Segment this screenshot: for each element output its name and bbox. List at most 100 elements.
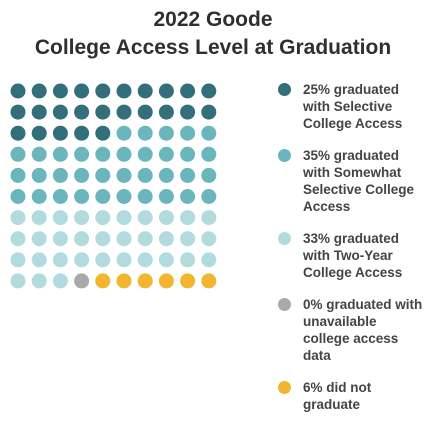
waffle-dot-somewhat-selective <box>52 146 68 162</box>
waffle-dot-did-not-graduate <box>116 273 132 289</box>
legend-swatch-selective <box>278 83 291 96</box>
waffle-dot-selective <box>74 83 90 99</box>
waffle-dot-somewhat-selective <box>180 189 196 204</box>
waffle-dot-two-year <box>137 210 153 226</box>
waffle-dot-somewhat-selective <box>158 146 174 162</box>
waffle-dot-somewhat-selective <box>95 189 111 204</box>
waffle-dot-selective <box>31 83 47 99</box>
waffle-dot-somewhat-selective <box>180 167 196 183</box>
waffle-dot-somewhat-selective <box>201 125 217 141</box>
waffle-dot-two-year <box>10 231 26 247</box>
waffle-dot-somewhat-selective <box>180 125 196 141</box>
waffle-dot-selective <box>74 104 90 120</box>
waffle-dot-somewhat-selective <box>52 167 68 183</box>
waffle-dot-somewhat-selective <box>180 146 196 162</box>
waffle-dot-selective <box>74 125 90 141</box>
waffle-dot-somewhat-selective <box>201 167 217 183</box>
waffle-dot-selective <box>201 83 217 99</box>
waffle-dot-somewhat-selective <box>74 146 90 162</box>
waffle-dot-two-year <box>10 273 26 289</box>
waffle-dot-selective <box>158 104 174 120</box>
waffle-dot-selective <box>180 104 196 120</box>
legend-item-selective: 25% graduated with Selective College Acc… <box>278 81 426 132</box>
waffle-dot-two-year <box>10 252 26 268</box>
waffle-dot-selective <box>52 125 68 141</box>
chart-title-line-1: 2022 Goode <box>153 8 273 31</box>
waffle-dot-two-year <box>74 231 90 247</box>
waffle-dot-selective <box>10 104 26 120</box>
waffle-dot-two-year <box>158 252 174 268</box>
waffle-dot-two-year <box>180 210 196 226</box>
waffle-dot-selective <box>10 83 26 99</box>
waffle-dot-selective <box>52 83 68 99</box>
waffle-dot-selective <box>31 104 47 120</box>
waffle-dot-did-not-graduate <box>158 273 174 289</box>
waffle-dot-two-year <box>31 210 47 226</box>
waffle-dot-two-year <box>137 231 153 247</box>
waffle-dot-two-year <box>95 231 111 247</box>
waffle-dot-did-not-graduate <box>137 273 153 289</box>
waffle-dot-two-year <box>158 210 174 226</box>
waffle-dot-somewhat-selective <box>158 167 174 183</box>
chart-title: 2022 Goode College Access Level at Gradu… <box>0 6 426 62</box>
waffle-dot-two-year <box>95 252 111 268</box>
waffle-dot-two-year <box>52 252 68 268</box>
waffle-dot-two-year <box>201 210 217 226</box>
waffle-dot-somewhat-selective <box>158 125 174 141</box>
legend-label-two-year: 33% graduated with Two-Year College Acce… <box>303 231 403 280</box>
waffle-dot-somewhat-selective <box>201 189 217 204</box>
waffle-dot-selective <box>95 125 111 141</box>
waffle-dot-two-year <box>31 252 47 268</box>
waffle-dot-two-year <box>31 273 47 289</box>
waffle-dot-two-year <box>180 252 196 268</box>
legend-item-did-not-graduate: 6% did not graduate <box>278 379 426 413</box>
chart-title-line-2: College Access Level at Graduation <box>34 36 392 59</box>
waffle-dot-somewhat-selective <box>31 167 47 183</box>
legend-swatch-did-not-graduate <box>278 381 291 394</box>
waffle-dot-selective <box>10 125 26 141</box>
waffle-dot-two-year <box>31 231 47 247</box>
waffle-dot-somewhat-selective <box>52 189 68 204</box>
waffle-dot-somewhat-selective <box>31 146 47 162</box>
waffle-dot-unavailable <box>74 273 90 289</box>
waffle-dot-somewhat-selective <box>10 146 26 162</box>
waffle-dot-selective <box>95 104 111 120</box>
waffle-dot-did-not-graduate <box>95 273 111 289</box>
waffle-chart <box>10 83 217 289</box>
waffle-dot-somewhat-selective <box>116 167 132 183</box>
waffle-dot-two-year <box>201 231 217 247</box>
waffle-dot-two-year <box>10 210 26 226</box>
waffle-dot-two-year <box>74 210 90 226</box>
waffle-dot-selective <box>180 83 196 99</box>
waffle-dot-selective <box>52 104 68 120</box>
waffle-dot-two-year <box>74 252 90 268</box>
waffle-dot-somewhat-selective <box>158 189 174 204</box>
waffle-dot-somewhat-selective <box>137 189 153 204</box>
waffle-dot-somewhat-selective <box>74 189 90 204</box>
waffle-dot-two-year <box>52 210 68 226</box>
waffle-dot-selective <box>158 83 174 99</box>
legend-swatch-unavailable <box>278 298 291 311</box>
waffle-dot-somewhat-selective <box>137 125 153 141</box>
waffle-dot-selective <box>137 104 153 120</box>
legend-item-unavailable: 0% graduated with unavailable college ac… <box>278 296 426 364</box>
legend-item-two-year: 33% graduated with Two-Year College Acce… <box>278 230 426 281</box>
waffle-dot-two-year <box>95 210 111 226</box>
legend-label-unavailable: 0% graduated with unavailable college ac… <box>303 297 423 363</box>
waffle-dot-selective <box>137 83 153 99</box>
legend: 25% graduated with Selective College Acc… <box>278 81 426 428</box>
waffle-dot-somewhat-selective <box>10 189 26 204</box>
waffle-dot-somewhat-selective <box>116 146 132 162</box>
waffle-dot-selective <box>201 104 217 120</box>
waffle-dot-two-year <box>52 231 68 247</box>
waffle-dot-somewhat-selective <box>74 167 90 183</box>
waffle-dot-selective <box>31 125 47 141</box>
legend-label-did-not-graduate: 6% did not graduate <box>303 380 372 412</box>
waffle-dot-somewhat-selective <box>10 167 26 183</box>
waffle-dot-did-not-graduate <box>201 273 217 289</box>
waffle-dot-somewhat-selective <box>201 146 217 162</box>
waffle-dot-did-not-graduate <box>180 273 196 289</box>
waffle-dot-somewhat-selective <box>31 189 47 204</box>
legend-swatch-somewhat-selective <box>278 149 291 162</box>
waffle-dot-somewhat-selective <box>116 189 132 204</box>
